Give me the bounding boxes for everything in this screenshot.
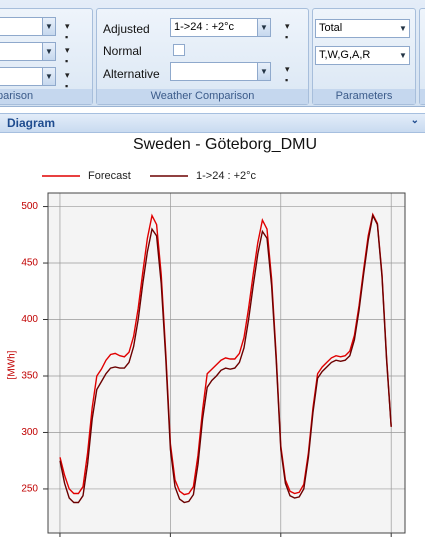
- y-tick-label: 500: [21, 201, 38, 212]
- parameters-group: Total ▼ T,W,G,A,R ▼ Parameters: [312, 8, 416, 105]
- icon[interactable]: ▾ ▪: [285, 64, 290, 85]
- dropdown-value: 1->24 : +2°c: [174, 21, 235, 33]
- y-tick-label: 250: [21, 484, 38, 495]
- group-label: Weather Comparison: [97, 89, 308, 104]
- y-tick-label: 450: [21, 258, 38, 269]
- weather-group: Adjusted 1->24 : +2°c ▼ Normal Alternativ…: [96, 8, 309, 105]
- plot-area: [48, 193, 405, 533]
- label: Alternative: [103, 67, 160, 81]
- chart: Sweden - Göteborg_DMU [MWh] 250 300 350 400…: [7, 136, 406, 537]
- dropdown[interactable]: ▼: [0, 42, 56, 61]
- dropdown[interactable]: ▼: [170, 62, 271, 81]
- label: Adjusted: [103, 22, 150, 36]
- legend-label: 1->24 : +2°c: [196, 170, 257, 182]
- y-tick-label: 350: [21, 371, 38, 382]
- label: Normal: [103, 44, 142, 58]
- series-line: [59, 213, 392, 504]
- y-tick-label: 400: [21, 314, 38, 325]
- dropdown[interactable]: T,W,G,A,R ▼: [315, 46, 410, 65]
- dropdown[interactable]: 1->24 : +2°c ▼: [170, 18, 271, 37]
- icon[interactable]: ▾ ▪: [65, 21, 70, 42]
- chart-title: Sweden - Göteborg_DMU: [133, 136, 317, 153]
- ribbon: ▼ ▼ ▼ ▾ ▪ ▾ ▪ ▾ ▪ parison Adjusted 1->24 : …: [0, 0, 425, 107]
- group: [419, 8, 425, 105]
- dropdown-value: Total: [319, 22, 343, 34]
- checkbox[interactable]: [173, 44, 185, 56]
- dropdown[interactable]: ▼: [0, 17, 56, 36]
- dropdown[interactable]: ▼: [0, 67, 56, 86]
- y-axis-label: [MWh]: [7, 350, 18, 379]
- icon[interactable]: ▾ ▪: [65, 70, 70, 91]
- group-label: Parameters: [313, 89, 415, 104]
- legend-label: Forecast: [88, 170, 131, 182]
- panel-title: Diagram: [7, 116, 56, 130]
- panel-header: Diagram ⌄: [0, 113, 425, 133]
- icon[interactable]: ▾ ▪: [65, 45, 70, 66]
- comparison-group: ▼ ▼ ▼ ▾ ▪ ▾ ▪ ▾ ▪ parison: [0, 8, 93, 105]
- dropdown-value: T,W,G,A,R: [319, 49, 371, 61]
- dropdown[interactable]: Total ▼: [315, 19, 410, 38]
- y-tick-label: 300: [21, 427, 38, 438]
- group-label: parison: [0, 89, 92, 104]
- plot-border: [47, 192, 406, 534]
- icon[interactable]: ▾ ▪: [285, 21, 290, 42]
- series-line: [59, 212, 392, 496]
